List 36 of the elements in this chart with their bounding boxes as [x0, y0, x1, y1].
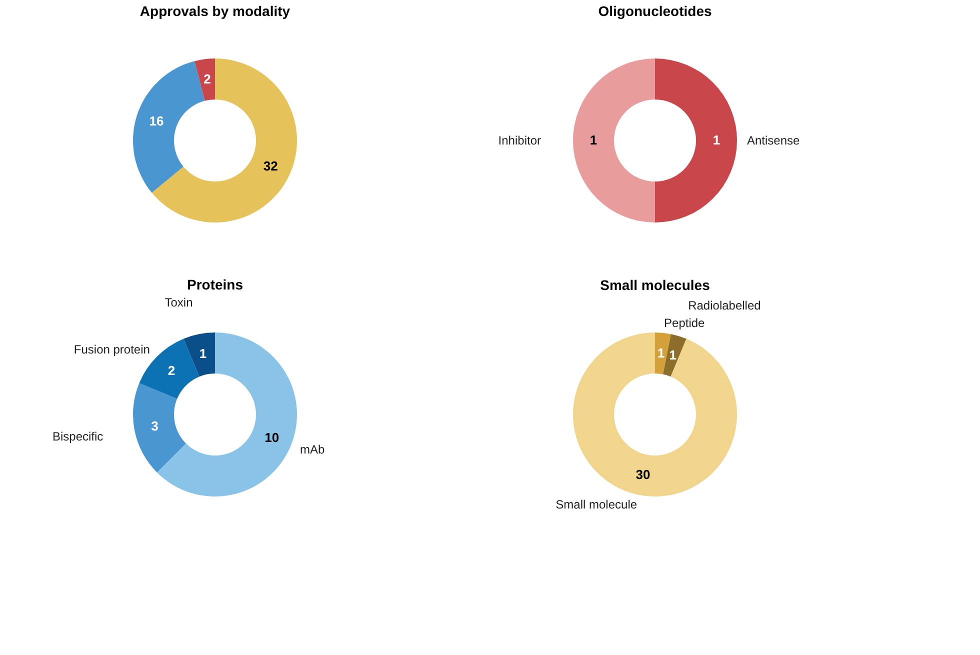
chart-title: Small molecules: [600, 277, 710, 293]
data-label: 1: [657, 345, 665, 360]
data-label: 3: [151, 418, 158, 434]
data-label: 1: [590, 132, 598, 148]
donut-slice: [194, 58, 215, 101]
slice-label: mAb: [300, 442, 325, 457]
slice-label: Toxin: [164, 296, 193, 310]
slice-label: Inhibitor: [498, 134, 541, 148]
donut-slice: [573, 58, 655, 222]
slice-label: Fusion protein: [74, 342, 150, 356]
donut-slice: [184, 332, 215, 377]
donut-slice: [152, 58, 297, 222]
slice-label: Antisense: [747, 134, 800, 148]
donut-slice: [573, 332, 737, 496]
donut-slice: [157, 332, 297, 496]
data-label: 16: [149, 113, 164, 128]
chart-title: Proteins: [186, 276, 244, 293]
data-label: 2: [168, 363, 176, 378]
data-label: 1: [199, 346, 207, 362]
data-label: 2: [204, 71, 211, 86]
slice-label: Radiolabelled: [688, 298, 761, 312]
data-label: 1: [712, 132, 720, 148]
donut-slice: [133, 61, 205, 193]
slice-label: Small molecule: [556, 498, 638, 512]
donut-slice: [663, 334, 686, 377]
data-label: 32: [263, 158, 278, 174]
data-label: 10: [264, 430, 280, 446]
donut-slice: [655, 58, 737, 222]
data-label: 30: [636, 466, 650, 482]
chart-title: Oligonucleotides: [598, 3, 712, 19]
donut-slice: [655, 332, 671, 374]
donut-slice: [133, 383, 186, 472]
data-label: 1: [669, 348, 676, 363]
slice-label: Peptide: [664, 316, 706, 330]
chart-title: Approvals by modality: [140, 3, 290, 19]
slice-label: Bispecific: [52, 430, 104, 444]
